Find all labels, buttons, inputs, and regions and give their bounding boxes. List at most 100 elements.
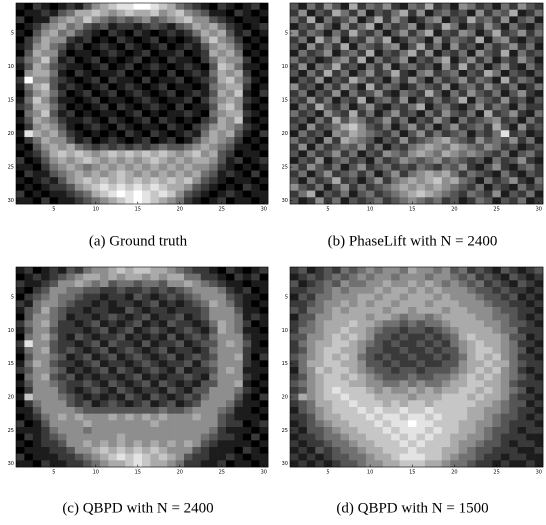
pixel-cell	[298, 104, 307, 111]
pixel-cell	[167, 50, 176, 57]
pixel-cell	[41, 137, 50, 144]
pixel-cell	[75, 374, 84, 381]
pixel-cell	[459, 57, 468, 64]
pixel-cell	[117, 420, 126, 427]
pixel-cell	[83, 414, 92, 421]
pixel-cell	[83, 50, 92, 57]
pixel-cell	[83, 37, 92, 44]
pixel-cell	[33, 314, 42, 321]
pixel-cell	[192, 171, 201, 178]
pixel-cell	[41, 440, 50, 447]
pixel-cell	[433, 454, 442, 461]
pixel-cell	[260, 97, 269, 104]
pixel-cell	[476, 63, 485, 70]
pixel-cell	[417, 30, 426, 37]
pixel-cell	[100, 394, 109, 401]
pixel-cell	[509, 280, 518, 287]
pixel-cell	[357, 287, 366, 294]
x-tick-label: 15	[135, 470, 141, 476]
pixel-cell	[349, 327, 358, 334]
pixel-cell	[226, 280, 235, 287]
pixel-cell	[92, 83, 101, 90]
pixel-cell	[518, 30, 527, 37]
pixel-cell	[315, 447, 324, 454]
pixel-cell	[243, 37, 252, 44]
pixel-cell	[450, 374, 459, 381]
pixel-cell	[92, 57, 101, 64]
pixel-cell	[290, 177, 299, 184]
pixel-cell	[383, 387, 392, 394]
pixel-cell	[108, 191, 117, 198]
pixel-cell	[184, 83, 193, 90]
pixel-cell	[484, 70, 493, 77]
pixel-cell	[234, 427, 243, 434]
pixel-cell	[290, 83, 299, 90]
pixel-cell	[332, 447, 341, 454]
pixel-cell	[467, 63, 476, 70]
pixel-cell	[134, 70, 143, 77]
pixel-cell	[501, 434, 510, 441]
pixel-cell	[433, 3, 442, 10]
pixel-cell	[526, 294, 535, 301]
pixel-cell	[467, 387, 476, 394]
pixel-cell	[260, 110, 269, 117]
pixel-cell	[150, 287, 159, 294]
pixel-cell	[251, 3, 260, 10]
pixel-cell	[41, 354, 50, 361]
pixel-cell	[467, 267, 476, 274]
pixel-cell	[417, 50, 426, 57]
pixel-cell	[125, 340, 134, 347]
pixel-cell	[50, 50, 59, 57]
pixel-cell	[159, 307, 168, 314]
pixel-cell	[442, 57, 451, 64]
pixel-cell	[298, 90, 307, 97]
pixel-cell	[535, 30, 544, 37]
pixel-cell	[201, 374, 210, 381]
pixel-cell	[226, 50, 235, 57]
pixel-cell	[408, 414, 417, 421]
pixel-cell	[400, 427, 409, 434]
pixel-cell	[298, 110, 307, 117]
pixel-cell	[307, 327, 316, 334]
pixel-cell	[75, 420, 84, 427]
pixel-cell	[374, 447, 383, 454]
pixel-cell	[526, 83, 535, 90]
pixel-cell	[243, 57, 252, 64]
pixel-cell	[298, 434, 307, 441]
pixel-cell	[484, 130, 493, 137]
pixel-cell	[75, 90, 84, 97]
pixel-cell	[417, 320, 426, 327]
pixel-cell	[400, 267, 409, 274]
pixel-cell	[509, 70, 518, 77]
pixel-cell	[349, 50, 358, 57]
pixel-cell	[315, 164, 324, 171]
pixel-cell	[159, 367, 168, 374]
pixel-cell	[450, 43, 459, 50]
pixel-cell	[501, 274, 510, 281]
pixel-cell	[58, 63, 67, 70]
pixel-cell	[324, 287, 333, 294]
pixel-cell	[492, 347, 501, 354]
pixel-cell	[24, 130, 33, 137]
pixel-cell	[518, 294, 527, 301]
pixel-cell	[366, 90, 375, 97]
pixel-cell	[176, 130, 185, 137]
pixel-cell	[484, 10, 493, 17]
pixel-cell	[83, 460, 92, 467]
pixel-cell	[125, 440, 134, 447]
pixel-cell	[134, 63, 143, 70]
pixel-cell	[366, 320, 375, 327]
pixel-cell	[476, 144, 485, 151]
pixel-cell	[176, 400, 185, 407]
pixel-cell	[201, 150, 210, 157]
pixel-cell	[290, 274, 299, 281]
pixel-cell	[341, 374, 350, 381]
pixel-cell	[349, 274, 358, 281]
pixel-cell	[184, 434, 193, 441]
pixel-cell	[234, 374, 243, 381]
pixel-cell	[218, 280, 227, 287]
pixel-cell	[459, 434, 468, 441]
pixel-cell	[492, 10, 501, 17]
pixel-cell	[408, 320, 417, 327]
pixel-cell	[501, 197, 510, 204]
